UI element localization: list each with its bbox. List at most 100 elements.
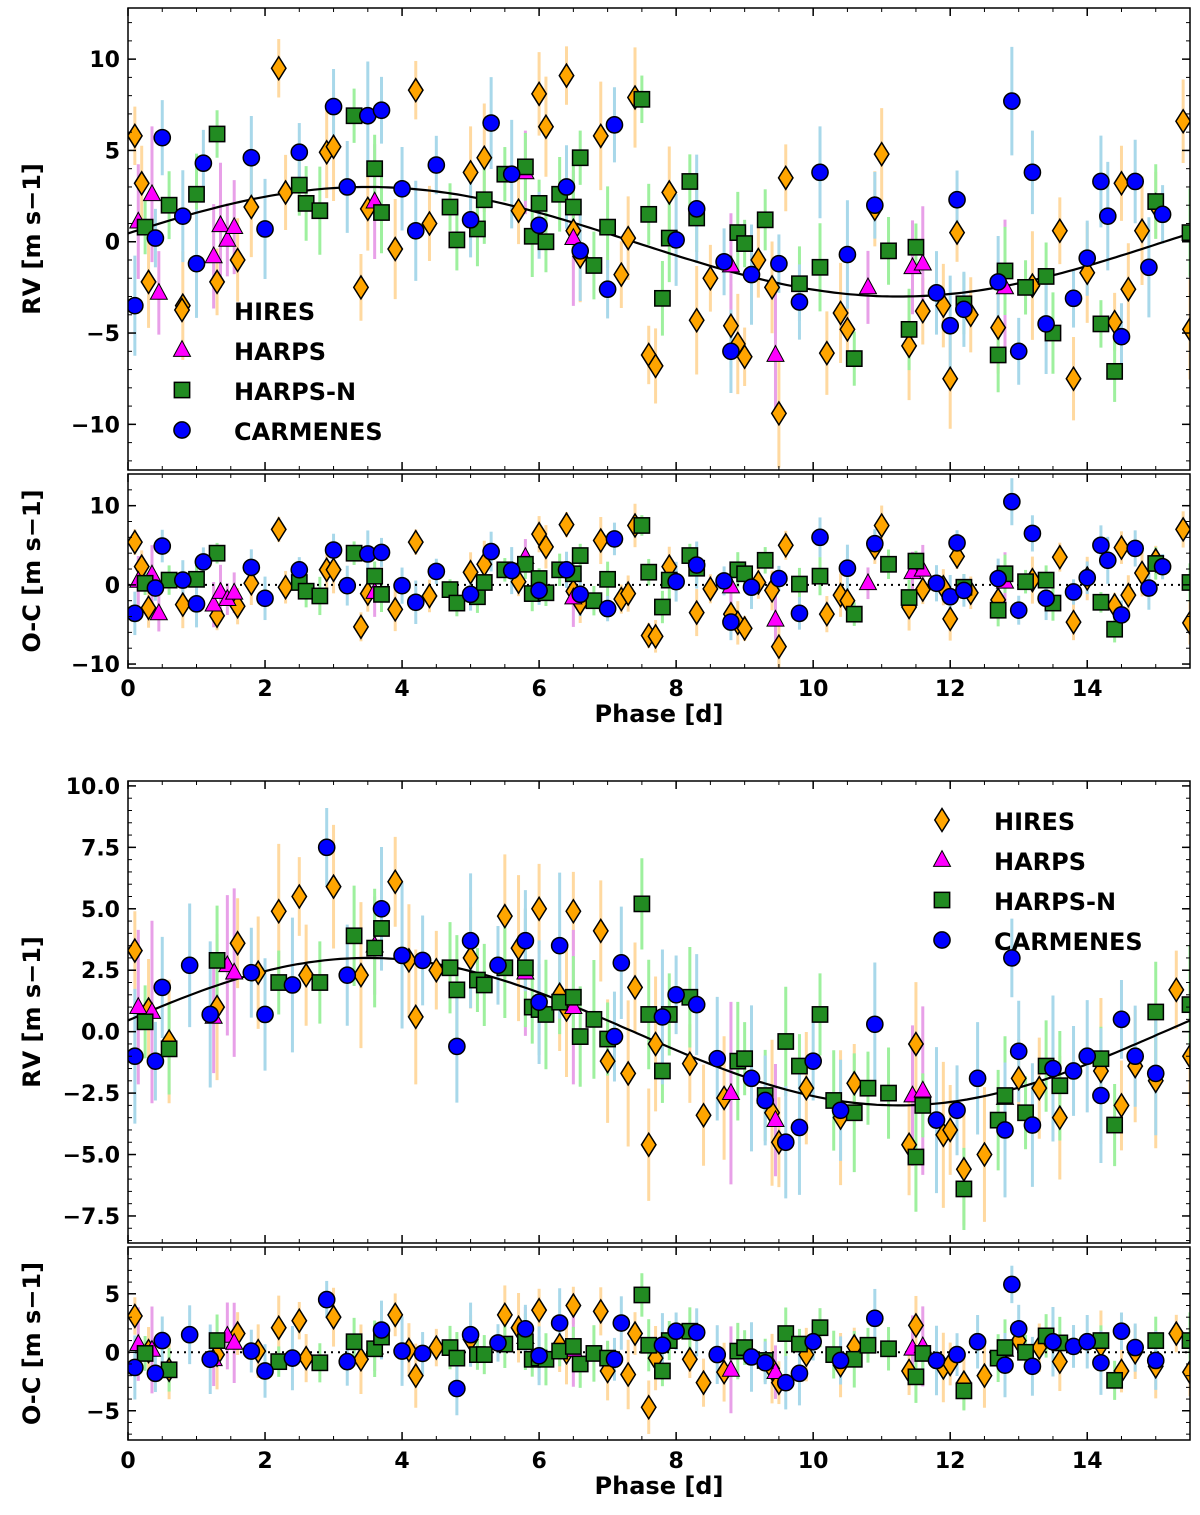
hires-point: [1051, 217, 1068, 244]
carmenes-point: [482, 114, 500, 132]
hires-resid-point: [407, 529, 424, 555]
harps-n-point: [1147, 1003, 1165, 1021]
carmenes-point: [948, 1101, 966, 1120]
legend: HIRES HARPS HARPS-N CARMENES: [932, 807, 1143, 956]
hires-point: [229, 930, 246, 957]
legend-marker: [933, 807, 951, 833]
hires-point: [942, 1117, 959, 1143]
carmenes-point: [201, 1005, 220, 1024]
harps-n-point: [791, 275, 808, 293]
hires-resid-point: [325, 556, 342, 583]
legend-marker: [932, 849, 952, 867]
carmenes-resid-point: [530, 1346, 548, 1365]
harps-n-point: [516, 158, 534, 176]
hires-point: [592, 918, 609, 944]
harps-n-resid-point: [208, 1332, 226, 1349]
harps-n-point: [1037, 268, 1055, 285]
carmenes-point: [1078, 249, 1097, 267]
harps-resid-point: [224, 1332, 244, 1350]
resid-y-tick-label: 0: [105, 574, 120, 599]
carmenes-point: [427, 156, 446, 174]
hires-point: [620, 1060, 637, 1087]
carmenes-resid-point: [927, 1351, 946, 1370]
hires-point: [407, 1004, 424, 1030]
carmenes-point: [571, 242, 590, 260]
y-tick-label: −2.5: [63, 1082, 120, 1107]
harps-n-resid-point: [907, 552, 925, 570]
harps-n-point: [345, 927, 363, 945]
carmenes-resid-point: [317, 1290, 336, 1309]
carmenes-point: [1023, 163, 1042, 182]
hires-point: [688, 307, 705, 334]
carmenes-resid-point: [153, 1331, 172, 1350]
harps-n-resid-point: [996, 1339, 1014, 1356]
carmenes-resid-point: [338, 1352, 357, 1371]
hires-point: [647, 1031, 664, 1057]
legend-label: HARPS-N: [234, 378, 356, 406]
harps-point: [142, 183, 162, 202]
hires-resid-point: [325, 1304, 342, 1331]
carmenes-point: [598, 280, 617, 299]
carmenes-resid-point: [742, 578, 761, 597]
harps-point: [721, 1082, 741, 1100]
carmenes-resid-point: [256, 589, 274, 608]
harps-n-point: [516, 959, 534, 977]
carmenes-point: [153, 128, 172, 147]
harps-point: [204, 245, 223, 264]
hires-point: [428, 957, 445, 984]
x-axis-label: Phase [d]: [595, 700, 724, 728]
harps-n-point: [208, 125, 226, 143]
carmenes-resid-point: [242, 1342, 261, 1360]
harps-n-resid-point: [599, 570, 617, 588]
x-tick-label: 10: [798, 677, 829, 702]
hires-resid-point: [558, 511, 575, 538]
y-tick-label: −5.0: [63, 1144, 120, 1169]
carmenes-point: [776, 1133, 795, 1152]
x-tick-label: 0: [120, 677, 135, 702]
hires-resid-point: [777, 532, 794, 559]
harps-n-resid-point: [900, 589, 918, 606]
harps-n-resid-point: [859, 1336, 877, 1354]
harps-n-point: [441, 959, 459, 977]
harps-n-point: [564, 198, 582, 216]
carmenes-point: [393, 179, 411, 198]
carmenes-point: [180, 956, 199, 975]
carmenes-resid-point: [1009, 601, 1028, 620]
x-tick-label: 6: [531, 1449, 546, 1474]
hires-point: [599, 1048, 616, 1075]
hires-point: [558, 62, 575, 89]
carmenes-resid-point: [1078, 1332, 1097, 1351]
x-tick-label: 10: [798, 1449, 829, 1474]
harps-n-resid-point: [777, 1325, 795, 1342]
harps-n-point: [448, 231, 466, 249]
hires-resid-point: [1168, 1320, 1185, 1347]
hires-point: [914, 298, 931, 325]
carmenes-point: [489, 956, 507, 975]
hires-point: [387, 868, 404, 895]
carmenes-resid-point: [989, 569, 1007, 588]
hires-point: [352, 274, 370, 301]
carmenes-resid-point: [612, 1314, 631, 1332]
carmenes-point: [612, 954, 631, 972]
hires-resid-point: [688, 599, 705, 626]
hires-resid-point: [1051, 1348, 1068, 1375]
hires-point: [626, 974, 644, 1001]
harps-n-point: [900, 320, 918, 338]
resid-points: [128, 1275, 1190, 1421]
hires-resid-point: [270, 516, 287, 543]
harps-n-resid-point: [633, 1286, 651, 1304]
harps-n-resid-point: [811, 567, 829, 585]
harps-n-point: [880, 1084, 897, 1102]
resid-y-axis-label: O-C [m s−1]: [18, 489, 46, 652]
carmenes-point: [242, 963, 261, 982]
carmenes-resid-point: [1092, 1353, 1110, 1372]
harps-n-point: [880, 242, 897, 260]
hires-point: [846, 1070, 863, 1097]
hires-point: [530, 895, 548, 922]
legend-label: HIRES: [994, 808, 1075, 836]
y-tick-label: 10: [89, 48, 120, 73]
harps-resid-point: [721, 1359, 741, 1377]
harps-n-resid-point: [811, 1319, 829, 1337]
carmenes-resid-point: [776, 1373, 795, 1392]
hires-point: [298, 962, 315, 989]
